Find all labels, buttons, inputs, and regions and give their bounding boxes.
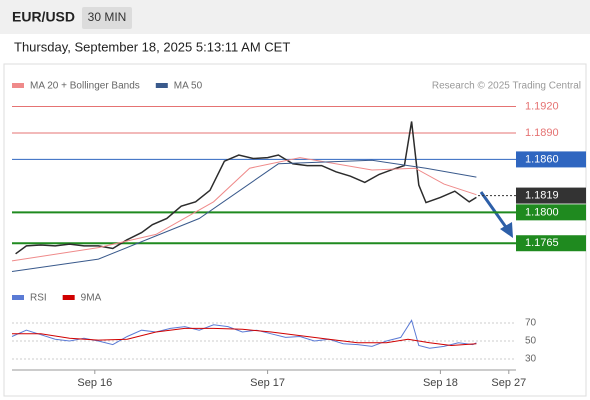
- level-label: 1.1920: [525, 100, 559, 112]
- level-label: 1.1765: [525, 237, 559, 249]
- source: Research © 2025 Trading Central: [432, 81, 581, 92]
- level-label-box: [516, 187, 586, 204]
- timestamp: Thursday, September 18, 2025 5:13:11 AM …: [14, 39, 290, 54]
- legend-swatch: [62, 295, 75, 300]
- level-label: 1.1890: [525, 127, 559, 139]
- y-tick-label: 70: [525, 318, 537, 329]
- forecast-arrowhead: [500, 222, 513, 238]
- level-label-box: [516, 235, 586, 252]
- x-tick-label: Sep 16: [77, 377, 112, 389]
- legend-swatch: [155, 83, 168, 88]
- legend-label: 9MA: [81, 293, 102, 304]
- legend-swatch: [12, 295, 24, 300]
- level-label-box: [516, 151, 586, 168]
- y-tick-label: 50: [525, 336, 537, 347]
- legend-swatch: [12, 83, 24, 88]
- chart-frame: [3, 63, 587, 397]
- x-tick-label: Sep 27: [491, 377, 526, 389]
- level-label: 1.1800: [525, 206, 559, 218]
- interval-button[interactable]: [82, 7, 132, 29]
- x-tick-label: Sep 18: [423, 377, 458, 389]
- level-label: 1.1860: [525, 153, 559, 165]
- series-line: [11, 159, 477, 272]
- level-label-box: [516, 204, 586, 221]
- legend-label: MA 20 + Bollinger Bands: [30, 81, 140, 92]
- interval[interactable]: 30 MIN: [88, 10, 127, 24]
- level-label: 1.1819: [525, 189, 559, 201]
- symbol: EUR/USD: [12, 9, 75, 25]
- series-line: [11, 157, 477, 262]
- y-tick-label: 30: [525, 354, 537, 365]
- legend-label: MA 50: [174, 81, 203, 92]
- series-line: [11, 319, 477, 349]
- legend-label: RSI: [30, 293, 47, 304]
- series-line: [12, 327, 477, 347]
- series-line: [15, 121, 477, 255]
- forecast-arrow: [479, 191, 510, 231]
- x-tick-label: Sep 17: [250, 377, 285, 389]
